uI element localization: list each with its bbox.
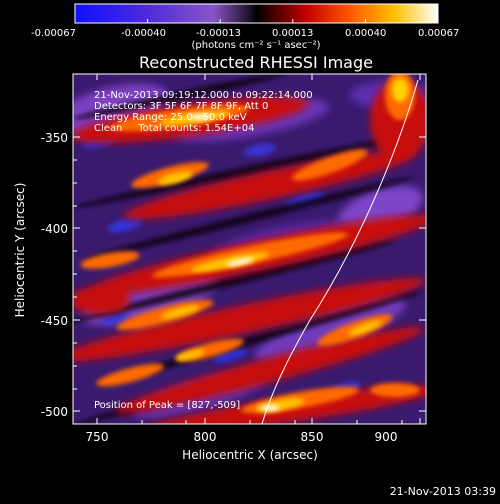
colorbar-tick-label: -0.00067 — [31, 28, 76, 39]
x-tick-label: 800 — [194, 430, 217, 444]
colorbar-tick-label: -0.00040 — [121, 28, 166, 39]
y-tick-label: -500 — [41, 405, 68, 419]
y-tick-label: -450 — [41, 314, 68, 328]
observation-info: 21-Nov-2013 09:19:12.000 to 09:22:14.000… — [94, 90, 313, 134]
colorbar-tick-label: 0.00040 — [345, 28, 386, 39]
render-timestamp: 21-Nov-2013 03:39 — [390, 485, 496, 498]
y-axis-ticks — [73, 136, 426, 412]
y-tick-label: -400 — [41, 222, 68, 236]
info-total-counts: Clean Total counts: 1.54E+04 — [94, 123, 254, 134]
x-axis-label: Heliocentric X (arcsec) — [182, 448, 318, 462]
x-tick-label: 850 — [301, 430, 324, 444]
peak-position-label: Position of Peak = [827,-509] — [94, 400, 240, 411]
colorbar-tick-label: 0.00013 — [272, 28, 313, 39]
y-axis-label: Heliocentric Y (arcsec) — [13, 183, 27, 318]
colorbar-tick-label: 0.00067 — [418, 28, 459, 39]
x-tick-label: 750 — [86, 430, 109, 444]
x-axis-ticks — [96, 74, 421, 424]
info-detectors: Detectors: 3F 5F 6F 7F 8F 9F, Att 0 — [94, 101, 268, 112]
rhessi-image — [73, 74, 426, 424]
info-time-range: 21-Nov-2013 09:19:12.000 to 09:22:14.000 — [94, 90, 313, 101]
colorbar: -0.00067 -0.00040 -0.00013 0.00013 0.000… — [31, 3, 459, 51]
x-tick-label: 900 — [375, 430, 398, 444]
colorbar-tick-label: -0.00013 — [196, 28, 241, 39]
colorbar-ticks — [74, 19, 439, 23]
info-energy-range: Energy Range: 25.0 - 50.0 keV — [94, 112, 247, 123]
y-tick-label: -350 — [41, 131, 68, 145]
colorbar-unit-label: (photons cm⁻² s⁻¹ asec⁻²) — [191, 40, 320, 51]
solar-limb-curve — [261, 79, 419, 424]
plot-title: Reconstructed RHESSI Image — [139, 53, 373, 72]
